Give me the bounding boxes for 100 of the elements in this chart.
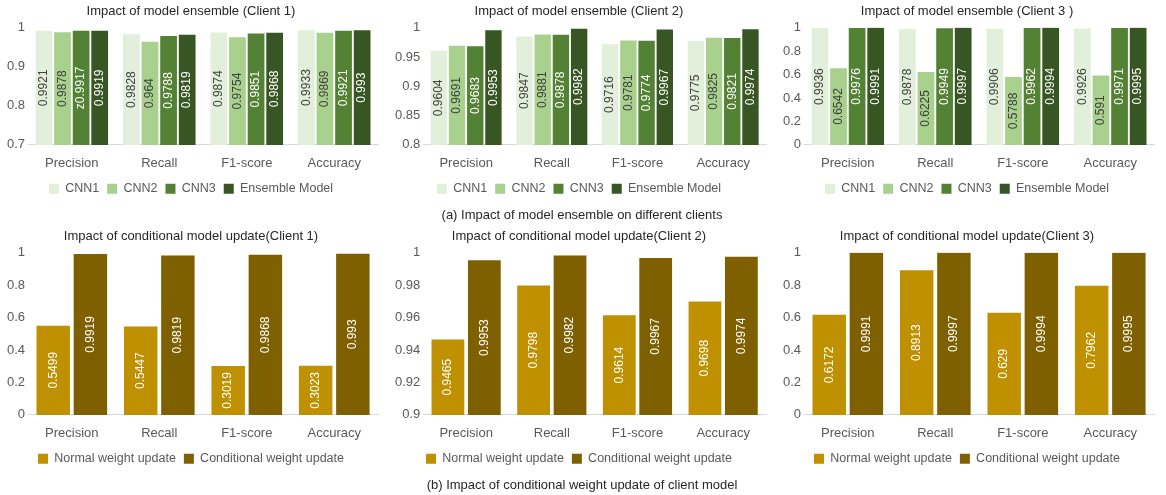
y-tick-label: 0.8 <box>6 97 26 113</box>
data-label: 0.9868 <box>266 70 281 108</box>
y-tick-label: 0.9 <box>6 58 26 74</box>
bar <box>73 253 108 415</box>
data-label: 0.9847 <box>516 72 531 110</box>
data-label: 0.9869 <box>317 70 332 108</box>
data-label: 0.9754 <box>229 72 244 110</box>
data-label: 0.9788 <box>160 71 175 109</box>
data-label: 0.9828 <box>123 70 138 108</box>
data-label: 0.9465 <box>440 358 455 396</box>
bar <box>123 326 158 415</box>
data-label: 0.9991 <box>858 315 873 353</box>
x-tick-label: Precision <box>439 155 493 171</box>
y-tick-label: 0.9 <box>402 77 421 93</box>
bar <box>248 254 283 415</box>
data-label: 0.9878 <box>899 68 914 106</box>
x-tick-label: Accuracy <box>1083 155 1138 171</box>
x-tick-label: Precision <box>45 425 99 441</box>
y-tick-label: 0.4 <box>782 89 802 105</box>
y-tick-label: 0.85 <box>394 107 421 123</box>
legend-label: CNN3 <box>181 181 216 196</box>
data-label: 0.9821 <box>724 72 739 110</box>
data-label: 0.9798 <box>525 331 540 369</box>
data-label: 0.9921 <box>36 69 51 107</box>
data-label: 0.9997 <box>955 67 970 105</box>
bar <box>1074 28 1091 145</box>
data-label: 0.591 <box>1093 94 1108 126</box>
data-label: 0.9967 <box>657 68 672 106</box>
data-label: z0.9917 <box>73 66 88 110</box>
bar <box>1042 27 1060 145</box>
data-label: 0.6542 <box>830 87 845 125</box>
x-tick-label: Precision <box>821 425 875 441</box>
x-tick-label: Recall <box>533 155 570 171</box>
y-tick-label: 0.8 <box>402 136 421 152</box>
data-label: 0.9781 <box>620 73 635 112</box>
data-label: 0.9878 <box>54 69 69 107</box>
bar <box>36 325 70 415</box>
data-label: 0.6225 <box>918 89 933 127</box>
y-tick-label: 0.8 <box>6 276 26 292</box>
x-tick-label: F1-score <box>611 425 664 441</box>
data-label: 0.9949 <box>936 67 951 105</box>
data-label: 0.9967 <box>648 317 663 355</box>
x-tick-label: Recall <box>141 425 178 441</box>
x-tick-label: Precision <box>821 155 875 171</box>
bar <box>1112 252 1146 415</box>
data-label: 0.9994 <box>1042 67 1057 105</box>
y-tick-label: 1 <box>17 19 26 35</box>
chart-title: Impact of model ensemble (Client 3 ) <box>860 3 1074 19</box>
data-label: 0.5447 <box>133 352 148 390</box>
x-tick-label: Accuracy <box>1083 425 1138 441</box>
data-label: 0.7962 <box>1083 331 1098 369</box>
y-tick-label: 0.8 <box>782 276 802 292</box>
x-tick-label: Accuracy <box>696 425 751 441</box>
data-label: 0.9691 <box>449 76 464 114</box>
bar <box>867 27 885 145</box>
data-label: 0.9926 <box>1074 68 1089 106</box>
data-label: 0.6172 <box>821 346 836 384</box>
bar <box>899 29 916 145</box>
x-tick-label: Recall <box>917 425 954 441</box>
x-tick-label: Accuracy <box>696 155 751 171</box>
bar <box>937 252 971 415</box>
data-label: 0.9921 <box>335 69 350 107</box>
data-label: 0.9994 <box>1033 315 1048 353</box>
data-label: 0.629 <box>996 348 1011 379</box>
data-label: 0.9936 <box>812 67 827 105</box>
bar <box>1111 27 1128 145</box>
data-label: 0.9919 <box>92 69 107 107</box>
data-label: 0.993 <box>345 318 360 350</box>
legend-label: CNN1 <box>65 181 100 196</box>
y-tick-label: 0.92 <box>394 374 421 390</box>
data-label: 0.8913 <box>909 323 924 361</box>
bar <box>936 28 953 145</box>
data-label: 0.9825 <box>706 72 721 110</box>
y-tick-label: 0.6 <box>782 309 802 325</box>
legend-label: CNN3 <box>957 181 992 196</box>
y-tick-label: 0.96 <box>394 309 421 325</box>
data-label: 0.9868 <box>257 316 272 354</box>
y-tick-label: 1 <box>413 244 421 260</box>
y-tick-label: 0.2 <box>782 113 802 129</box>
bar <box>161 255 195 415</box>
legend-label: Ensemble Model <box>240 181 334 196</box>
y-tick-label: 0.94 <box>394 341 421 357</box>
x-tick-label: Recall <box>533 425 570 441</box>
y-tick-label: 0 <box>793 406 802 422</box>
legend-label: CNN1 <box>841 181 876 196</box>
data-label: 0.993 <box>354 72 369 103</box>
legend-label: CNN3 <box>569 181 604 196</box>
y-tick-label: 0 <box>17 406 26 422</box>
legend-label: CNN2 <box>511 181 546 196</box>
data-label: 0.9953 <box>485 68 500 106</box>
bar <box>1024 252 1059 415</box>
y-tick-label: 0.4 <box>6 341 26 357</box>
data-label: 0.9878 <box>553 71 568 109</box>
data-label: 0.3023 <box>307 371 322 409</box>
bar <box>987 312 1021 415</box>
data-label: 0.9604 <box>431 79 446 117</box>
legend-label: CNN2 <box>123 181 158 196</box>
y-tick-label: 0.8 <box>782 42 802 58</box>
data-label: 0.9698 <box>697 339 712 377</box>
bar <box>812 314 846 415</box>
